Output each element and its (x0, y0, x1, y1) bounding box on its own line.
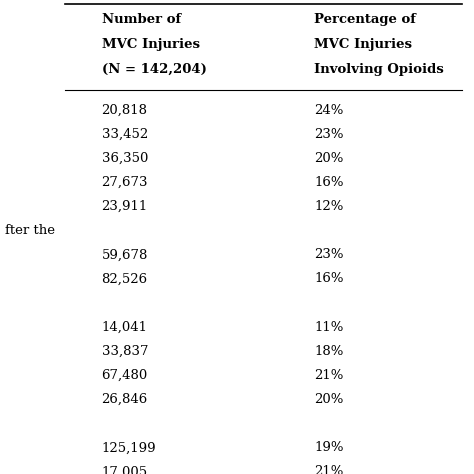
Text: 20,818: 20,818 (101, 103, 147, 117)
Text: 59,678: 59,678 (101, 248, 148, 261)
Text: 11%: 11% (314, 321, 343, 334)
Text: 24%: 24% (314, 103, 343, 117)
Text: 67,480: 67,480 (101, 369, 148, 382)
Text: 82,526: 82,526 (101, 273, 148, 285)
Text: 23,911: 23,911 (101, 200, 148, 213)
Text: 125,199: 125,199 (101, 441, 156, 455)
Text: 23%: 23% (314, 248, 344, 261)
Text: MVC Injuries: MVC Injuries (101, 38, 200, 51)
Text: 33,837: 33,837 (101, 345, 148, 358)
Text: 36,350: 36,350 (101, 152, 148, 165)
Text: MVC Injuries: MVC Injuries (314, 38, 412, 51)
Text: 21%: 21% (314, 465, 343, 474)
Text: Percentage of: Percentage of (314, 13, 416, 26)
Text: fter the: fter the (5, 224, 55, 237)
Text: 12%: 12% (314, 200, 343, 213)
Text: 20%: 20% (314, 152, 343, 165)
Text: 19%: 19% (314, 441, 344, 455)
Text: (N = 142,204): (N = 142,204) (101, 63, 207, 76)
Text: 14,041: 14,041 (101, 321, 147, 334)
Text: Number of: Number of (101, 13, 181, 26)
Text: 17,005: 17,005 (101, 465, 148, 474)
Text: 18%: 18% (314, 345, 343, 358)
Text: 33,452: 33,452 (101, 128, 148, 141)
Text: 27,673: 27,673 (101, 176, 148, 189)
Text: Involving Opioids: Involving Opioids (314, 63, 444, 76)
Text: 21%: 21% (314, 369, 343, 382)
Text: 26,846: 26,846 (101, 393, 148, 406)
Text: 16%: 16% (314, 176, 344, 189)
Text: 20%: 20% (314, 393, 343, 406)
Text: 23%: 23% (314, 128, 344, 141)
Text: 16%: 16% (314, 273, 344, 285)
